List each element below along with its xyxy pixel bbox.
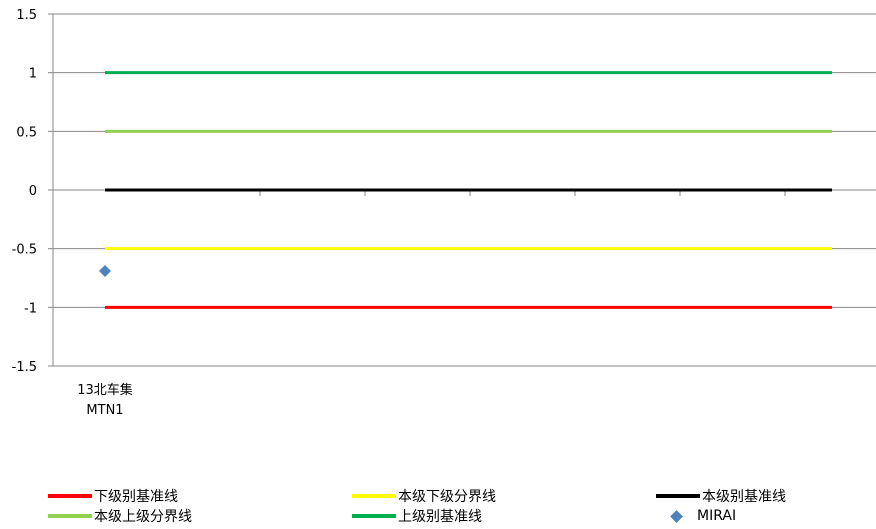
y-tick-label: 0.5 [16,125,37,140]
legend-item-upper-baseline: 上级别基准线 [352,506,482,526]
series-layer [99,71,832,309]
legend-swatch-green [352,514,396,518]
category-label-line-2: MTN1 [86,403,123,418]
legend-label: 本级别基准线 [702,489,786,505]
category-label-line-1: 13北车集 [77,382,133,398]
y-tick-label: -0.5 [12,243,37,258]
legend-label: 下级别基准线 [94,489,178,505]
legend-swatch-light-green [48,514,92,518]
legend-label: 本级上级分界线 [94,509,192,525]
legend-label: 本级下级分界线 [398,489,496,505]
y-tick-label: 1.5 [16,8,37,23]
legend-label: 上级别基准线 [398,509,482,525]
category-labels: 13北车集 MTN1 [77,382,133,418]
mirai-point [99,264,111,277]
legend-label: MIRAI [697,508,737,524]
legend-swatch-yellow [352,494,396,498]
y-axis-ticks: 1.5 1 0.5 0 -0.5 -1 -1.5 [12,8,53,375]
legend-item-upper-boundary: 本级上级分界线 [48,506,192,526]
chart: 1.5 1 0.5 0 -0.5 -1 -1.5 13北车集 MTN1 [12,8,876,418]
y-tick-label: 1 [29,67,37,82]
legend: 下级别基准线 本级下级分界线 本级别基准线 本级上级分界线 上级别基准线 MIR… [0,486,876,529]
legend-swatch-red [48,494,92,498]
diamond-marker-icon [670,509,683,523]
legend-item-lower-boundary: 本级下级分界线 [352,486,496,506]
y-tick-label: -1 [24,301,37,316]
y-tick-label: -1.5 [12,360,37,375]
legend-item-lower-baseline: 下级别基准线 [48,486,178,506]
legend-item-baseline: 本级别基准线 [656,486,786,506]
legend-swatch-black [656,494,700,498]
legend-item-mirai: MIRAI [656,506,736,526]
y-tick-label: 0 [29,184,37,199]
